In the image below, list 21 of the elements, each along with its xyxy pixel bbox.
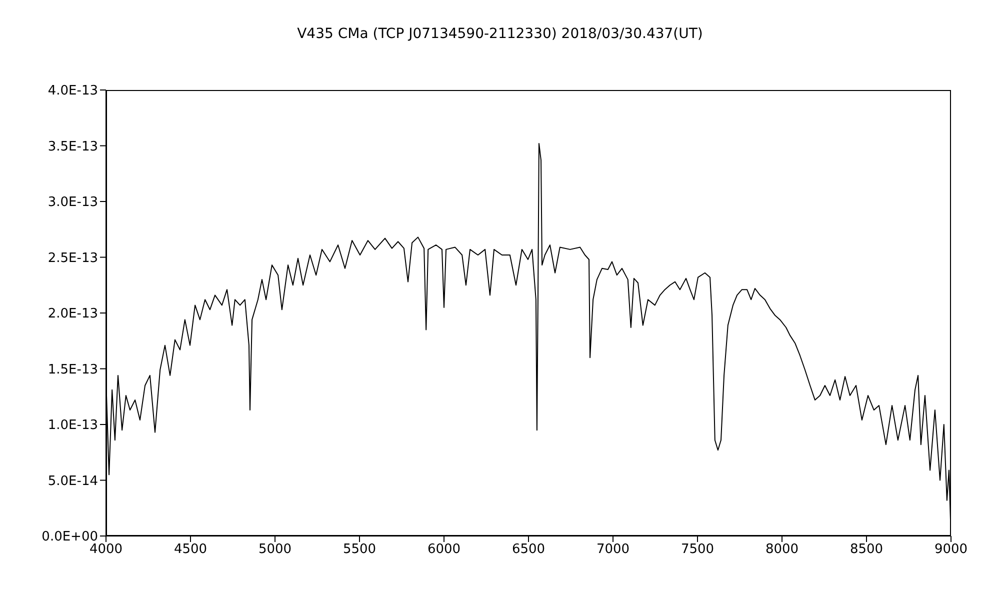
x-tick-label: 5500 [342, 542, 376, 558]
x-tick-label: 4500 [174, 542, 208, 558]
x-tick-label: 5000 [258, 542, 292, 558]
x-tick-label: 7500 [680, 542, 714, 558]
y-tick-label: 1.5E-13 [48, 362, 98, 378]
x-tick-label: 7000 [596, 542, 630, 558]
y-tick-label: 2.0E-13 [48, 306, 98, 322]
y-tick-label: 2.5E-13 [48, 250, 98, 266]
y-tick-label: 3.5E-13 [48, 139, 98, 154]
x-tick-label: 4000 [89, 542, 123, 558]
y-tick-label: 0.0E+00 [42, 530, 98, 545]
x-tick-label: 6500 [512, 542, 546, 558]
y-tick-label: 4.0E-13 [48, 84, 98, 99]
y-tick-label: 5.0E-14 [48, 474, 98, 489]
y-tick-label: 1.0E-13 [48, 418, 98, 434]
chart-title: V435 CMa (TCP J07134590-2112330) 2018/03/30.437(UT) [296, 26, 704, 42]
x-tick-label: 8000 [765, 542, 799, 558]
x-tick-label: 8500 [850, 542, 884, 558]
x-tick-label: 9000 [934, 542, 968, 558]
x-tick-label: 6000 [427, 542, 461, 558]
y-tick-label: 3.0E-13 [48, 195, 98, 210]
